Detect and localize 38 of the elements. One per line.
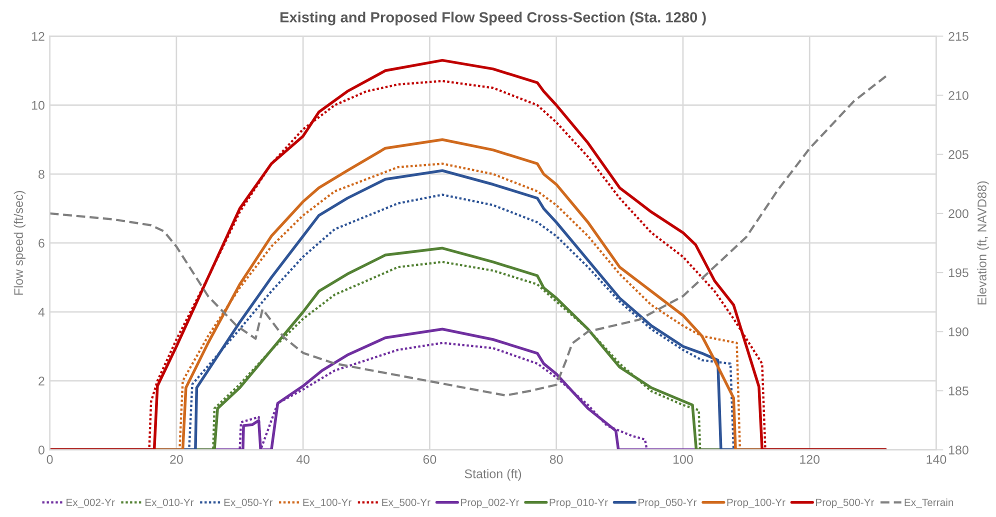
y2-tick-label: 180 (949, 446, 968, 454)
x-tick-label: 60 (423, 454, 436, 464)
legend-label: Prop_010-Yr (550, 498, 608, 508)
y2-tick-label: 200 (948, 209, 968, 218)
legend-label: Ex_100-Yr (303, 498, 352, 508)
y2-tick-label: 215 (948, 32, 968, 41)
y-tick-label: 10 (32, 100, 44, 110)
y-tick-label: 0 (38, 446, 44, 454)
x-tick-label: 100 (674, 454, 693, 464)
x-tick-label: 0 (46, 454, 53, 464)
legend-label: Ex_Terrain (904, 498, 954, 508)
x-axis-title: Station (ft) (464, 469, 522, 481)
legend-label: Prop_050-Yr (638, 498, 697, 508)
y-tick-label: 12 (32, 32, 44, 41)
legend-label: Ex_002-Yr (66, 498, 115, 508)
y2-tick-label: 205 (948, 150, 968, 160)
x-tick-label: 20 (170, 454, 183, 464)
x-tick-label: 120 (800, 454, 820, 464)
x-tick-label: 80 (550, 454, 563, 464)
legend-label: Ex_010-Yr (145, 498, 194, 508)
legend-label: Prop_500-Yr (816, 498, 874, 508)
y2-tick-label: 210 (948, 91, 968, 100)
legend-label: Ex_050-Yr (224, 498, 273, 508)
x-tick-label: 40 (296, 454, 310, 464)
y-tick-label: 2 (38, 376, 44, 386)
y-tick-label: 4 (38, 308, 45, 316)
y2-tick-label: 195 (949, 268, 968, 278)
y-tick-label: 6 (38, 238, 44, 248)
y2-axis-title: Elevation (ft, NAVD88) (977, 181, 989, 304)
chart-title: Existing and Proposed Flow Speed Cross-Section (Sta. 1280 ) (280, 12, 706, 26)
legend-label: Prop_100-Yr (727, 498, 786, 508)
x-tick-label: 140 (926, 454, 946, 464)
legend-label: Ex_500-Yr (382, 498, 430, 508)
y-tick-label: 8 (38, 170, 44, 179)
y2-tick-label: 185 (949, 386, 968, 396)
y2-tick-label: 190 (949, 327, 968, 336)
y-axis-title: Flow speed (ft/sec) (14, 190, 26, 295)
legend-label: Prop_002-Yr (461, 498, 520, 508)
